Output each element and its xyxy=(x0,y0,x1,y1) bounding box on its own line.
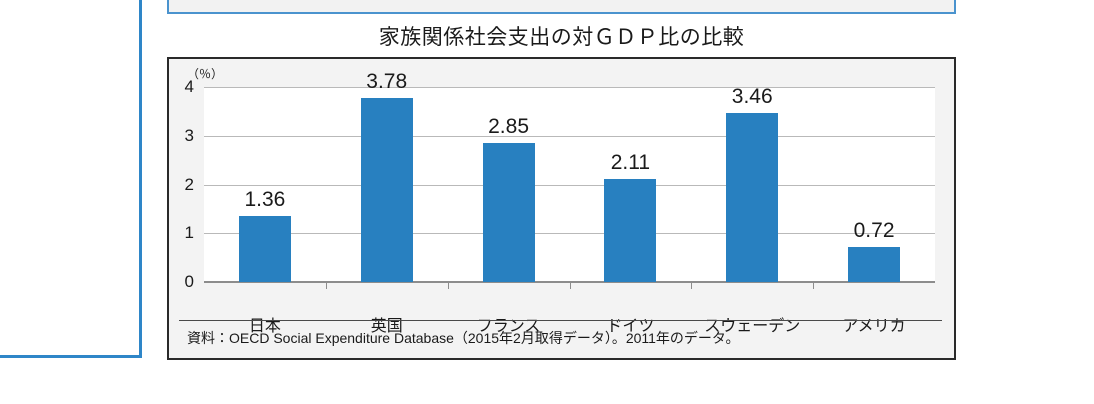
bar-value-label: 3.46 xyxy=(731,85,773,109)
left-panel-line: 動時間な xyxy=(0,1,127,28)
bar-slot: 3.78 xyxy=(326,71,448,282)
bar-value-label: 2.11 xyxy=(610,151,651,175)
y-axis-tick-label: 3 xyxy=(184,125,194,145)
bar-slot: 2.85 xyxy=(448,87,570,282)
left-panel-line: の子を持つ親 xyxy=(0,86,127,113)
y-axis-tick-label: 4 xyxy=(184,77,194,96)
x-axis-tick xyxy=(325,282,327,289)
x-axis-category-label: スウェーデン xyxy=(704,318,801,335)
x-axis-category-label: ドイツ xyxy=(606,318,655,335)
left-panel-line: 時間の短縮 xyxy=(0,113,127,140)
gridline xyxy=(204,233,935,235)
left-panel-line: などの長時間 xyxy=(0,203,127,230)
plot-area: 4 3 2 1 0 1.36 3.78 2.85 2.11 3.46 0.72 日本 英国 フランス ド… xyxy=(185,71,935,335)
spacer xyxy=(0,28,127,86)
bar-value-label: 0.72 xyxy=(853,218,895,242)
x-axis-tick xyxy=(569,282,571,289)
bar[interactable] xyxy=(360,97,413,282)
bar[interactable] xyxy=(482,143,535,282)
bar-slot: 1.36 xyxy=(204,87,326,282)
left-text-panel: 動時間な の子を持つ親 時間の短縮 休暇、８歳に などの長時間 比べ、家 割合が… xyxy=(0,0,142,358)
spacer xyxy=(0,230,127,260)
y-axis-tick-label: 2 xyxy=(184,174,194,194)
bar[interactable] xyxy=(848,246,901,282)
x-axis-tick xyxy=(447,282,449,289)
bar-value-label: 2.85 xyxy=(488,115,529,139)
bar[interactable] xyxy=(726,113,779,282)
bar-value-label: 1.36 xyxy=(244,187,286,211)
bar-slot: 0.72 xyxy=(813,87,935,282)
x-axis-tick xyxy=(813,282,815,289)
left-panel-line: 割合が高 xyxy=(0,297,127,334)
bar[interactable] xyxy=(604,179,657,282)
source-citation-box: 資料出所：人口動態統計（日本、2015年は確定数、2014年は概数）、Euros… xyxy=(167,0,956,14)
x-axis-category-label: アメリカ xyxy=(842,318,906,335)
chart-title: 家族関係社会支出の対ＧＤＰ比の比較 xyxy=(378,26,745,49)
bar-value-label: 3.78 xyxy=(366,69,408,93)
y-axis-unit-label: （％） xyxy=(187,67,224,81)
x-axis-tick xyxy=(691,282,693,289)
chart-container: （％） 4 3 2 1 0 1.36 3.78 2.85 2.11 3.46 0.72 日本 英国 フ… xyxy=(167,57,956,360)
left-panel-line: 休暇、８歳に xyxy=(0,140,127,167)
left-panel-line: 比べ、家 xyxy=(0,260,127,297)
gridline xyxy=(204,87,935,88)
bar[interactable] xyxy=(238,215,291,282)
bar-slot: 2.11 xyxy=(570,87,692,282)
y-axis-tick-label: 1 xyxy=(184,223,194,243)
note-divider xyxy=(179,320,942,321)
x-axis-category-label: 英国 xyxy=(370,318,403,335)
x-axis-category-label: 日本 xyxy=(248,318,281,335)
chart-source-note: 資料：OECD Social Expenditure Database（2015… xyxy=(187,330,740,346)
gridline xyxy=(204,184,935,186)
bar-slot: 3.46 xyxy=(691,85,813,282)
gridline xyxy=(204,135,935,137)
y-axis-tick-label: 0 xyxy=(184,272,194,291)
spacer xyxy=(0,167,127,203)
x-axis-category-label: フランス xyxy=(476,318,541,335)
